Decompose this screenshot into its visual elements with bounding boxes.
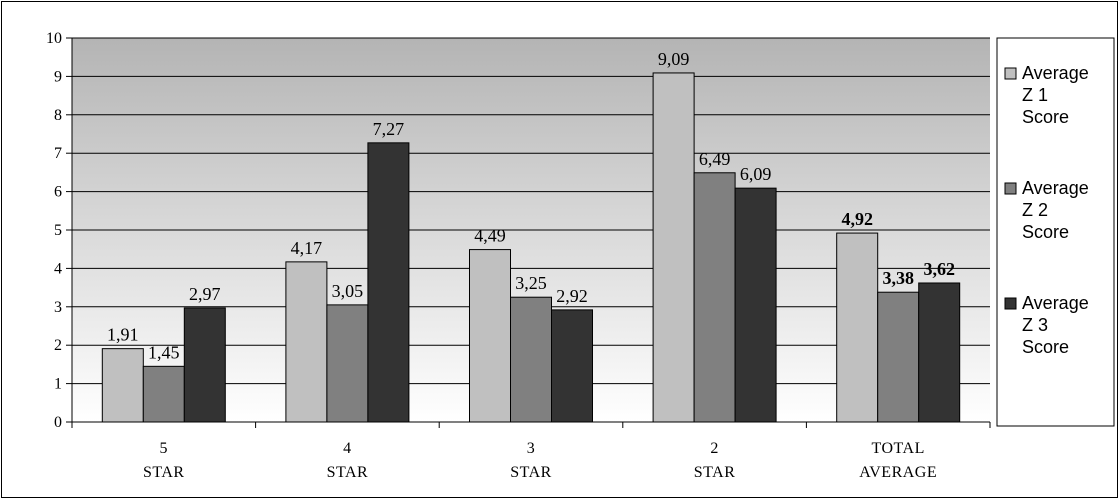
y-tick-label-3: 3 bbox=[54, 299, 62, 316]
axes bbox=[66, 37, 991, 428]
bars bbox=[101, 72, 961, 423]
data-label-5-star-series-1: 1,91 bbox=[107, 325, 139, 345]
bar-4-star-series-2 bbox=[326, 304, 369, 423]
legend-label-series-3-line-0: Average bbox=[1022, 293, 1089, 313]
bar-2-star-series-1 bbox=[652, 72, 695, 423]
x-category-label-4-line-1: AVERAGE bbox=[859, 464, 937, 481]
y-tick-label-8: 8 bbox=[54, 107, 62, 124]
bar-5-star-series-3 bbox=[183, 307, 226, 423]
x-category-label-2-line-0: 3 bbox=[527, 440, 536, 457]
legend-label-series-1-line-1: Z 1 bbox=[1022, 85, 1048, 105]
data-label-total-average-series-2: 3,38 bbox=[882, 268, 914, 288]
x-category-label-0-line-1: STAR bbox=[143, 464, 185, 481]
x-category-label-1-line-0: 4 bbox=[343, 440, 352, 457]
bar-3-star-series-3 bbox=[551, 309, 593, 423]
y-tick-label-10: 10 bbox=[46, 30, 62, 47]
bar-3-star-series-2 bbox=[510, 296, 552, 423]
y-tick-label-1: 1 bbox=[54, 376, 62, 393]
bar-4-star-series-1 bbox=[285, 261, 328, 423]
data-label-3-star-series-1: 4,49 bbox=[474, 226, 506, 246]
data-label-4-star-series-2: 3,05 bbox=[332, 281, 364, 301]
x-category-label-0-line-0: 5 bbox=[160, 440, 169, 457]
y-tick-label-9: 9 bbox=[54, 68, 62, 85]
legend-box bbox=[996, 37, 1115, 427]
data-label-total-average-series-1: 4,92 bbox=[841, 209, 873, 229]
y-tick-label-5: 5 bbox=[54, 222, 62, 239]
data-labels: 1,91 1,45 2,97 4,17 3,05 7,27 4,49 3,25 2,92 9,09… bbox=[107, 49, 955, 362]
x-category-label-2-line-1: STAR bbox=[510, 464, 552, 481]
data-label-2-star-series-3: 6,09 bbox=[740, 164, 772, 184]
legend-label-series-1-line-0: Average bbox=[1022, 63, 1089, 83]
data-label-5-star-series-2: 1,45 bbox=[148, 342, 180, 362]
legend-label-series-1-line-2: Score bbox=[1022, 107, 1069, 127]
x-category-label-3-line-0: 2 bbox=[710, 440, 719, 457]
data-label-2-star-series-2: 6,49 bbox=[699, 149, 731, 169]
data-label-4-star-series-3: 7,27 bbox=[373, 119, 405, 139]
bar-5-star-series-2 bbox=[142, 365, 185, 423]
legend-label-series-2-line-0: Average bbox=[1022, 178, 1089, 198]
y-tick-label-7: 7 bbox=[54, 145, 62, 162]
data-label-5-star-series-3: 2,97 bbox=[189, 284, 221, 304]
x-category-label-4-line-0: TOTAL bbox=[872, 440, 925, 457]
bar-2-star-series-2 bbox=[693, 172, 736, 423]
legend-swatch-series-3 bbox=[1004, 297, 1017, 310]
legend-swatch-series-1 bbox=[1004, 67, 1017, 80]
y-tick-label-6: 6 bbox=[54, 184, 62, 201]
data-label-3-star-series-2: 3,25 bbox=[515, 273, 547, 293]
data-label-3-star-series-3: 2,92 bbox=[556, 286, 588, 306]
data-label-total-average-series-3: 3,62 bbox=[923, 259, 955, 279]
legend-label-series-3-line-1: Z 3 bbox=[1022, 315, 1048, 335]
y-axis-ticks: 0 1 2 3 4 5 6 7 8 9 10 bbox=[46, 30, 62, 431]
bar-4-star-series-3 bbox=[367, 142, 410, 423]
bar-2-star-series-3 bbox=[734, 187, 777, 423]
y-tick-label-4: 4 bbox=[54, 260, 62, 277]
legend-label-series-2-line-2: Score bbox=[1022, 222, 1069, 242]
bar-3-star-series-1 bbox=[469, 249, 511, 423]
bar-5-star-series-1 bbox=[101, 348, 144, 423]
bar-total-average-series-1 bbox=[836, 232, 879, 423]
bar-total-average-series-2 bbox=[877, 291, 920, 423]
y-tick-label-0: 0 bbox=[54, 414, 62, 431]
x-category-label-1-line-1: STAR bbox=[327, 464, 369, 481]
legend-label-series-2-line-1: Z 2 bbox=[1022, 200, 1048, 220]
data-label-2-star-series-1: 9,09 bbox=[658, 49, 690, 69]
bar-total-average-series-3 bbox=[918, 282, 961, 423]
legend-swatch-series-2 bbox=[1004, 182, 1017, 195]
y-tick-label-2: 2 bbox=[54, 337, 62, 354]
x-axis-categories: 5 STAR 4 STAR 3 STAR 2 STAR TOTAL AVERAGE bbox=[143, 440, 937, 481]
data-label-4-star-series-1: 4,17 bbox=[291, 238, 323, 258]
legend-label-series-3-line-2: Score bbox=[1022, 337, 1069, 357]
x-category-label-3-line-1: STAR bbox=[694, 464, 736, 481]
